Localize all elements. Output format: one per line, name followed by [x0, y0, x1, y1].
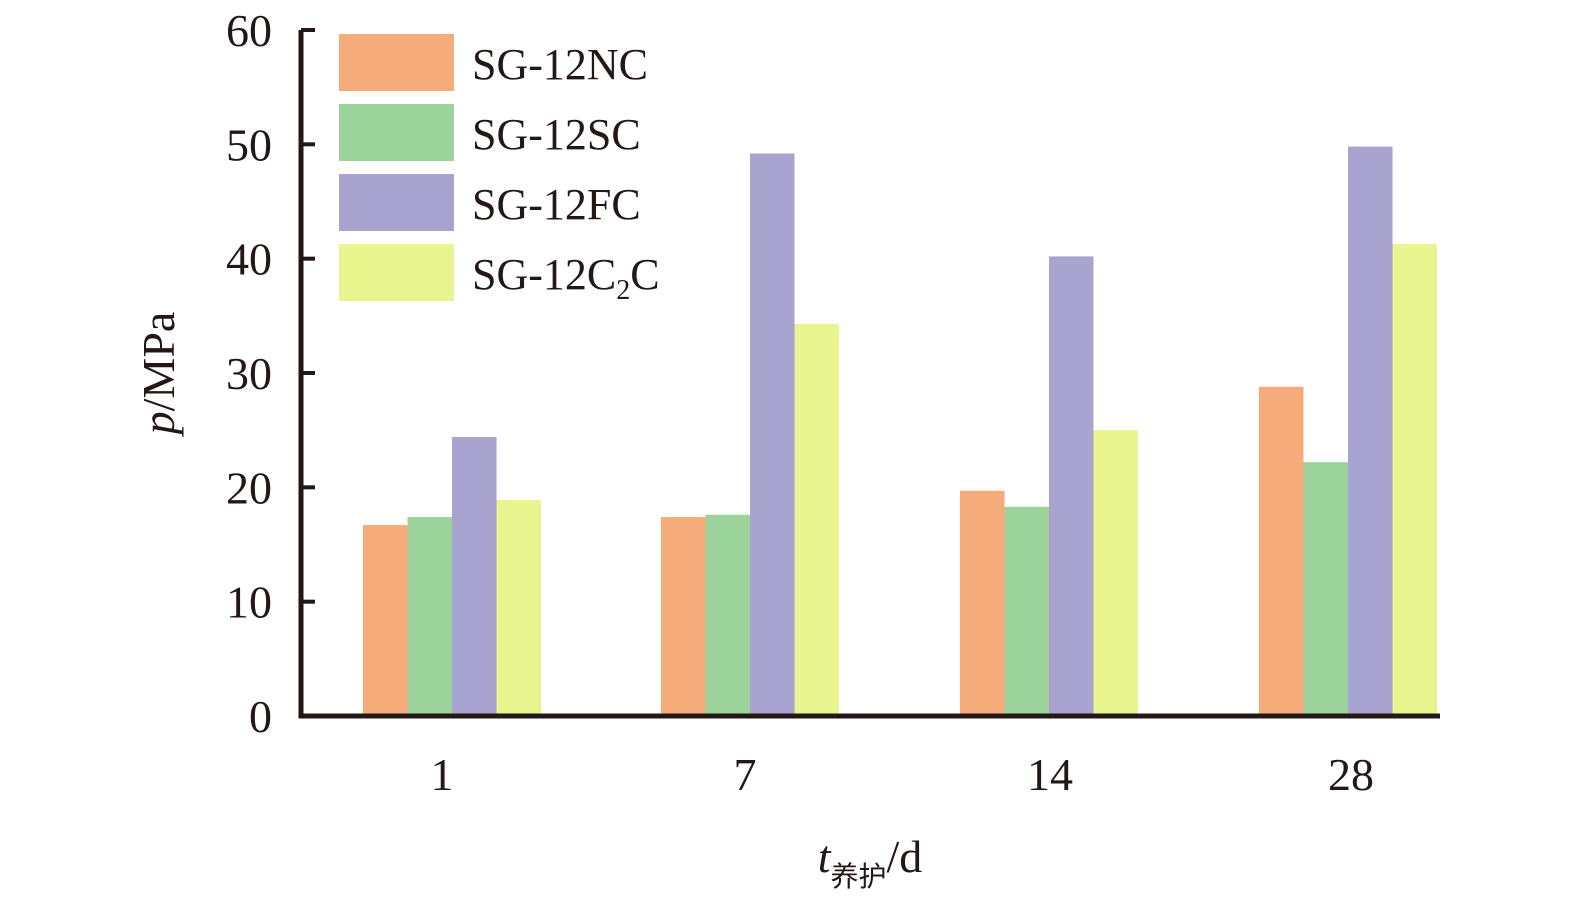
y-tick-label: 60 [226, 5, 272, 56]
bar-sg-12nc-1 [363, 525, 408, 716]
y-tick-label: 30 [226, 348, 272, 399]
legend-swatch [339, 34, 454, 91]
legend-swatch [339, 244, 454, 301]
bars [363, 146, 1437, 717]
bar-sg-12nc-7 [661, 517, 706, 716]
y-tick-label: 10 [226, 577, 272, 628]
y-axis-ticks: 0 10 20 30 40 50 60 [226, 5, 315, 742]
x-axis-label: t养护/d [818, 831, 923, 893]
bar-sg-12sc-1 [407, 517, 452, 716]
bar-sg-12c-c-7 [794, 323, 839, 716]
legend-swatch [339, 174, 454, 231]
bar-sg-12c-c-14 [1093, 430, 1138, 716]
legend-label: SG-12SC [472, 110, 641, 159]
bar-sg-12sc-28 [1303, 462, 1348, 716]
bar-sg-12fc-28 [1348, 146, 1393, 716]
bar-sg-12fc-7 [750, 153, 795, 717]
x-tick-label: 28 [1328, 749, 1374, 800]
x-tick-label: 7 [734, 749, 757, 800]
bar-sg-12sc-14 [1004, 506, 1049, 716]
bar-sg-12fc-14 [1049, 256, 1094, 716]
legend-label: SG-12C2C [472, 250, 660, 306]
y-tick-label: 40 [226, 234, 272, 285]
legend-label: SG-12NC [472, 40, 648, 89]
bar-sg-12sc-7 [705, 514, 750, 716]
y-tick-label: 50 [226, 119, 272, 170]
legend-label: SG-12FC [472, 180, 641, 229]
y-tick-label: 20 [226, 462, 272, 513]
bar-sg-12fc-1 [452, 437, 497, 716]
x-tick-label: 1 [431, 749, 454, 800]
x-tick-label: 14 [1027, 749, 1073, 800]
bar-sg-12nc-14 [960, 490, 1005, 716]
legend: SG-12NC SG-12SC SG-12FC SG-12C2C [339, 34, 660, 306]
legend-swatch [339, 104, 454, 161]
x-axis-ticks: 1 7 14 28 [431, 749, 1375, 800]
bar-sg-12c-c-28 [1392, 243, 1437, 716]
y-tick-label: 0 [249, 691, 272, 742]
bar-sg-12c-c-1 [496, 499, 541, 716]
y-axis-label: p/MPa [133, 312, 184, 438]
bar-sg-12nc-28 [1259, 386, 1304, 716]
